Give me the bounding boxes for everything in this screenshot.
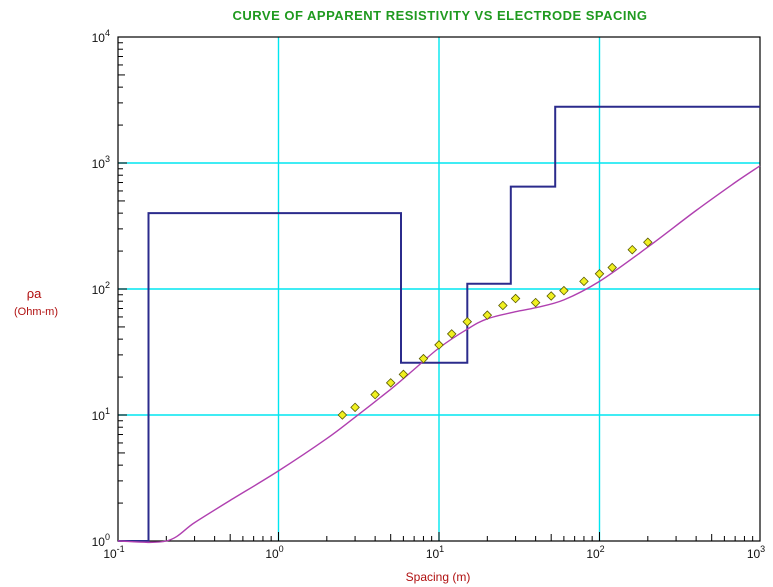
data-point (530, 297, 541, 308)
data-point (337, 410, 348, 420)
data-point (546, 291, 556, 301)
y-tick-base: 10 (92, 283, 106, 297)
y-axis-symbol: ρa (27, 286, 42, 301)
data-point (398, 369, 409, 380)
data-point (510, 293, 521, 304)
x-tick-label: 10-1 (103, 544, 124, 561)
data-point (434, 340, 444, 350)
y-tick-exponent: 3 (105, 154, 110, 164)
data-point (643, 237, 653, 248)
x-tick-base: 10 (265, 547, 279, 561)
y-tick-exponent: 1 (105, 406, 110, 416)
data-point (370, 389, 380, 400)
x-tick-base: 10 (426, 547, 440, 561)
y-axis-units: (Ohm-m) (14, 306, 58, 318)
y-tick-label: 102 (92, 280, 110, 297)
y-tick-label: 101 (92, 406, 110, 423)
data-point (482, 310, 493, 320)
data-point (462, 316, 473, 327)
x-axis-label: Spacing (m) (406, 570, 471, 584)
data-point (418, 353, 429, 364)
y-tick-base: 10 (92, 409, 106, 423)
plot-frame (117, 36, 761, 542)
x-tick-exponent: 0 (279, 544, 284, 554)
data-point (446, 329, 457, 339)
y-tick-label: 104 (92, 28, 110, 45)
x-tick-label: 102 (586, 544, 604, 561)
series (117, 105, 761, 544)
x-tick-exponent: -1 (117, 544, 125, 554)
y-tick-base: 10 (92, 31, 106, 45)
y-tick-exponent: 0 (105, 532, 110, 542)
x-tick-label: 103 (747, 544, 765, 561)
x-tick-exponent: 3 (760, 544, 765, 554)
data-point (559, 285, 569, 296)
chart-title: CURVE OF APPARENT RESISTIVITY VS ELECTRO… (232, 8, 648, 23)
x-tick-label: 101 (426, 544, 444, 561)
x-tick-exponent: 2 (600, 544, 605, 554)
data-point (627, 244, 638, 255)
data-point (498, 300, 508, 311)
x-tick-base: 10 (103, 547, 117, 561)
y-tick-exponent: 4 (105, 28, 110, 38)
data-point (350, 402, 360, 413)
x-tick-exponent: 1 (439, 544, 444, 554)
y-tick-base: 10 (92, 157, 106, 171)
y-tick-label: 103 (92, 154, 110, 171)
data-point (607, 262, 617, 273)
y-tick-exponent: 2 (105, 280, 110, 290)
x-tick-base: 10 (586, 547, 600, 561)
x-tick-labels: 10-1 100 101 102 103 (103, 544, 765, 561)
data-point (385, 378, 396, 388)
fitted-curve-line (117, 165, 761, 544)
data-point (594, 269, 605, 279)
y-tick-base: 10 (92, 535, 106, 549)
data-point (579, 276, 589, 287)
y-tick-label: 100 (92, 532, 110, 549)
grid (118, 37, 760, 541)
x-tick-base: 10 (747, 547, 761, 561)
x-tick-label: 100 (265, 544, 283, 561)
